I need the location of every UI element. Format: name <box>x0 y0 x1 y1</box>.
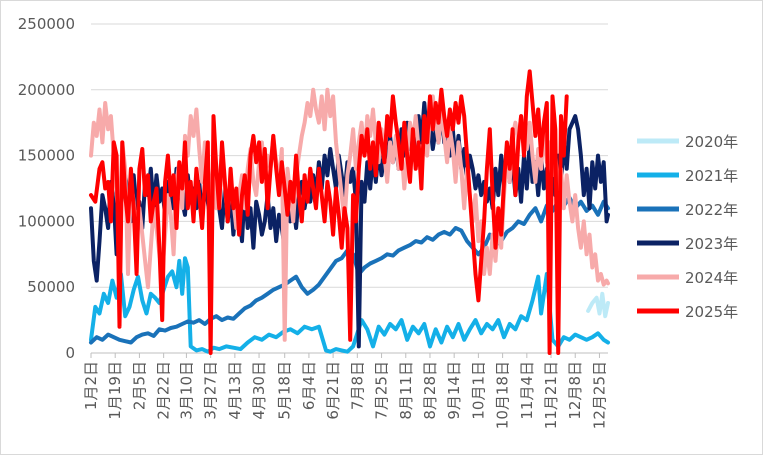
x-tick-label: 8月28日 <box>421 361 439 420</box>
y-tick-label: 250000 <box>18 15 75 33</box>
x-tick-label: 4月13日 <box>226 361 244 420</box>
x-tick-label: 12月8日 <box>566 361 584 420</box>
legend-label: 2021年 <box>685 167 738 185</box>
x-tick-label: 3月10日 <box>177 361 195 420</box>
x-tick-label: 4月30日 <box>250 361 268 420</box>
x-tick-label: 10月1日 <box>469 361 487 420</box>
x-tick-label: 7月25日 <box>373 361 391 420</box>
x-tick-label: 6月4日 <box>300 361 318 410</box>
legend: 2020年 2021年 2022年 2023年 2024年 2025年 <box>637 133 738 321</box>
series-line-6 <box>89 69 569 355</box>
x-tick-label: 2月22日 <box>155 361 173 420</box>
x-tick-label: 12月25日 <box>590 361 608 429</box>
y-tick-label: 0 <box>65 344 75 362</box>
x-tick-label: 11月21日 <box>542 361 560 429</box>
y-tick-label: 50000 <box>27 278 75 296</box>
legend-label: 2022年 <box>685 201 738 219</box>
x-tick-label: 7月8日 <box>348 361 366 410</box>
x-tick-label: 6月21日 <box>324 361 342 420</box>
x-tick-label: 10月18日 <box>494 361 512 429</box>
y-tick-label: 150000 <box>18 147 75 165</box>
y-tick-label: 100000 <box>18 212 75 230</box>
legend-label: 2023年 <box>685 235 738 253</box>
x-axis: 1月2日 1月19日 2月5日 2月22日 3月10日 3月27日 4月13日 4月30日 5月… <box>82 352 608 429</box>
legend-label: 2025年 <box>685 303 738 321</box>
x-tick-label: 3月27日 <box>202 361 220 420</box>
x-tick-label: 11月4日 <box>518 361 536 420</box>
x-tick-label: 2月5日 <box>130 361 148 410</box>
series-line-1 <box>586 291 610 319</box>
legend-label: 2024年 <box>685 269 738 287</box>
y-axis: 0 50000 100000 150000 200000 250000 <box>18 15 75 362</box>
plot-area <box>89 69 610 355</box>
x-tick-label: 8月11日 <box>397 361 415 420</box>
x-tick-label: 1月2日 <box>82 361 100 410</box>
x-tick-label: 5月18日 <box>276 361 294 420</box>
y-tick-label: 200000 <box>18 81 75 99</box>
legend-label: 2020年 <box>685 133 738 151</box>
x-tick-label: 9月14日 <box>445 361 463 420</box>
series-line-2 <box>89 256 610 354</box>
x-tick-label: 1月19日 <box>106 361 124 420</box>
